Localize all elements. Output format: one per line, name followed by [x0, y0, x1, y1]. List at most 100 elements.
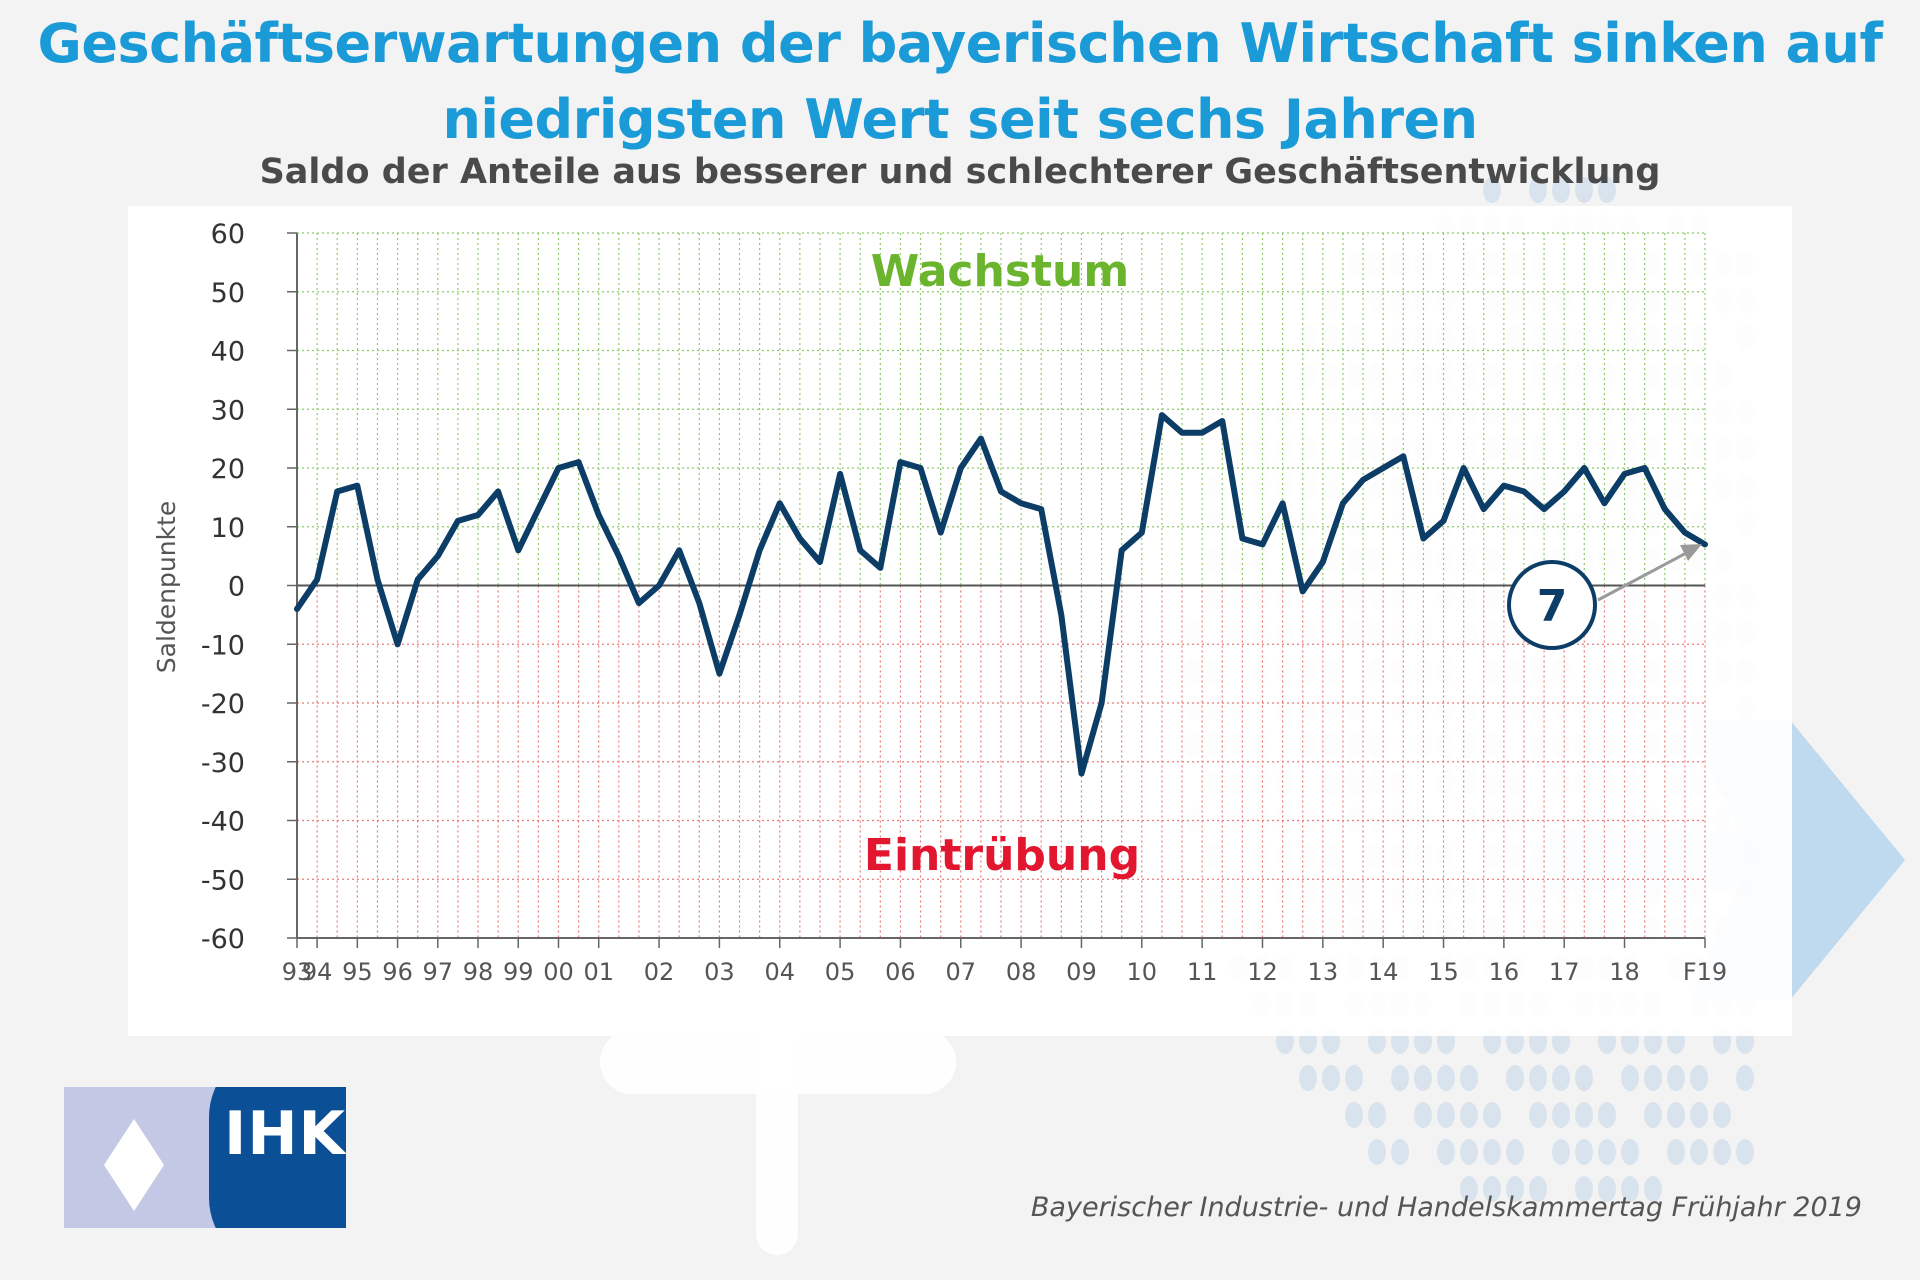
map-dot — [1483, 177, 1501, 203]
title-line-1: Geschäftserwartungen der bayerischen Wir… — [37, 12, 1883, 75]
callout-value: 7 — [1537, 581, 1568, 632]
callout-arrowhead — [1680, 544, 1702, 561]
map-dot — [1552, 177, 1570, 203]
x-tick-label: 93 — [282, 958, 313, 986]
map-dot — [1575, 177, 1593, 203]
map-dot — [1598, 1139, 1616, 1165]
map-dot — [1667, 1065, 1685, 1091]
x-tick-label: 06 — [885, 958, 916, 986]
map-dot — [1552, 1102, 1570, 1128]
y-tick-label: 20 — [211, 454, 245, 485]
y-tick-label: 40 — [211, 337, 245, 368]
map-dot — [1460, 1065, 1478, 1091]
x-tick-label: 13 — [1308, 958, 1339, 986]
map-dot — [1322, 1065, 1340, 1091]
map-dot — [1529, 1176, 1547, 1202]
callout-circle — [1507, 560, 1597, 650]
map-dot — [1598, 1176, 1616, 1202]
y-tick-label: -10 — [201, 630, 245, 661]
y-tick-label: -40 — [201, 807, 245, 838]
y-tick-label: -60 — [201, 924, 245, 955]
map-dot — [1506, 1065, 1524, 1091]
x-tick-label: 12 — [1247, 958, 1278, 986]
y-tick-label: 10 — [211, 513, 245, 544]
x-tick-label: 07 — [945, 958, 976, 986]
map-dot — [1690, 1139, 1708, 1165]
map-dot — [1368, 1102, 1386, 1128]
map-dot — [1644, 1102, 1662, 1128]
map-dot — [1690, 1065, 1708, 1091]
horizontal-grid — [287, 232, 1705, 939]
y-tick-label: 0 — [228, 572, 245, 603]
map-dot — [1414, 1102, 1432, 1128]
map-dot — [1667, 1102, 1685, 1128]
x-tick-label: 96 — [382, 958, 413, 986]
chart-title: Geschäftserwartungen der bayerischen Wir… — [0, 6, 1920, 158]
map-dot — [1644, 1176, 1662, 1202]
map-dot — [1483, 1176, 1501, 1202]
latest-value-callout: 7 — [1507, 544, 1702, 650]
map-dot — [1621, 1139, 1639, 1165]
x-tick-label: 94 — [302, 958, 333, 986]
map-dot — [1483, 1139, 1501, 1165]
map-dot — [1460, 1102, 1478, 1128]
map-dot — [1713, 1139, 1731, 1165]
map-dot — [1460, 1139, 1478, 1165]
decline-label: Eintrübung — [864, 830, 1140, 881]
map-dot — [1483, 1102, 1501, 1128]
map-dot — [1621, 1065, 1639, 1091]
x-tick-label: 99 — [503, 958, 534, 986]
map-dot — [1644, 1065, 1662, 1091]
x-tick-label: 18 — [1609, 958, 1640, 986]
y-tick-label: -50 — [201, 865, 245, 896]
map-dot — [1736, 1139, 1754, 1165]
x-tick-label: 01 — [583, 958, 614, 986]
map-dot — [1299, 1065, 1317, 1091]
x-tick-label: 10 — [1127, 958, 1158, 986]
x-tick-label: F19 — [1683, 958, 1727, 986]
x-tick-label: 09 — [1066, 958, 1097, 986]
y-tick-label: 60 — [211, 219, 245, 250]
callout-arrow-line — [1597, 549, 1691, 602]
y-tick-label: 50 — [211, 278, 245, 309]
title-line-2: niedrigsten Wert seit sechs Jahren — [442, 88, 1478, 151]
map-dot — [1368, 1139, 1386, 1165]
map-dot — [1529, 1065, 1547, 1091]
ihk-diamond-icon — [104, 1119, 164, 1211]
map-dot — [1575, 1176, 1593, 1202]
x-tick-label: 02 — [644, 958, 675, 986]
map-dot — [1713, 1102, 1731, 1128]
x-tick-label: 03 — [704, 958, 735, 986]
map-dot — [1690, 1102, 1708, 1128]
y-tick-label: -20 — [201, 689, 245, 720]
map-dot — [1575, 1139, 1593, 1165]
map-dot — [1391, 1065, 1409, 1091]
ihk-logo: IHK — [64, 1087, 346, 1228]
x-tick-label: 04 — [764, 958, 795, 986]
map-dot — [1621, 1176, 1639, 1202]
map-dot — [1552, 1065, 1570, 1091]
x-tick-label: 05 — [825, 958, 856, 986]
map-dot — [1437, 1139, 1455, 1165]
y-axis-label: Saldenpunkte — [152, 501, 181, 673]
map-dot — [1598, 1102, 1616, 1128]
map-dot — [1506, 1139, 1524, 1165]
map-dot — [1414, 1065, 1432, 1091]
map-dot — [1460, 1176, 1478, 1202]
map-dot — [1575, 1065, 1593, 1091]
map-dot — [1345, 1065, 1363, 1091]
series-line — [294, 412, 1708, 777]
growth-label: Wachstum — [871, 246, 1129, 297]
x-tick-label: 16 — [1489, 958, 1520, 986]
x-tick-label: 15 — [1428, 958, 1459, 986]
x-tick-label: 14 — [1368, 958, 1399, 986]
logo-text: IHK — [224, 1099, 346, 1169]
source-note: Bayerischer Industrie- und Handelskammer… — [1030, 1192, 1862, 1223]
y-tick-label: -30 — [201, 748, 245, 779]
map-dot — [1529, 177, 1547, 203]
map-dot — [1667, 1139, 1685, 1165]
map-dot — [1506, 1176, 1524, 1202]
y-tick-label: 30 — [211, 395, 245, 426]
